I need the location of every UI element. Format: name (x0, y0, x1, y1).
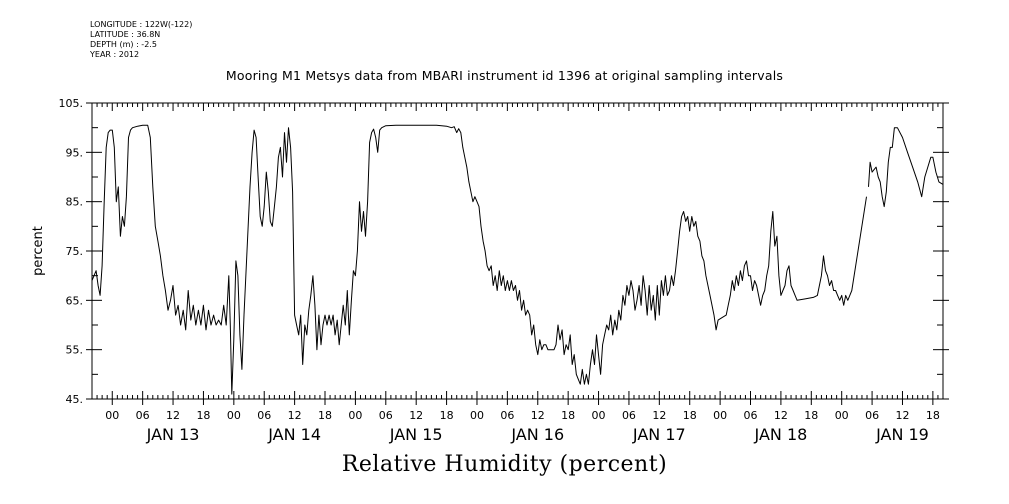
x-hour-tick-label: 12 (895, 409, 909, 422)
axis-ticks (86, 102, 949, 405)
year-text: YEAR : 2012 (90, 50, 140, 59)
x-day-label: JAN 13 (146, 425, 200, 444)
x-hour-tick-label: 18 (196, 409, 210, 422)
y-tick-label: 45. (66, 393, 84, 406)
y-tick-label: 85. (66, 196, 84, 209)
x-hour-tick-label: 00 (105, 409, 119, 422)
longitude-text: LONGITUDE : 122W(-122) (90, 20, 193, 29)
x-hour-tick-label: 12 (774, 409, 788, 422)
chart-title: Mooring M1 Metsys data from MBARI instru… (225, 68, 784, 83)
x-hour-tick-label: 12 (652, 409, 666, 422)
x-day-label: JAN 17 (632, 425, 686, 444)
x-hour-tick-label: 18 (926, 409, 940, 422)
x-day-label: JAN 15 (389, 425, 443, 444)
x-hour-tick-label: 06 (744, 409, 758, 422)
series-lines (91, 124, 944, 395)
x-hour-tick-label: 06 (622, 409, 636, 422)
x-day-label: JAN 19 (875, 425, 929, 444)
y-tick-label: 95. (66, 146, 84, 159)
x-hour-tick-label: 00 (592, 409, 606, 422)
x-hour-tick-label: 06 (865, 409, 879, 422)
x-day-label: JAN 16 (510, 425, 564, 444)
plot-frame (91, 102, 944, 400)
x-day-label: JAN 14 (267, 425, 321, 444)
x-hour-tick-label: 18 (561, 409, 575, 422)
x-hour-tick-label: 06 (379, 409, 393, 422)
depth-text: DEPTH (m) : -2.5 (90, 40, 157, 49)
humidity-series-line (91, 124, 867, 395)
x-hour-tick-label: 18 (804, 409, 818, 422)
latitude-text: LATITUDE : 36.8N (90, 30, 161, 39)
x-hour-tick-label: 18 (440, 409, 454, 422)
x-hour-tick-label: 06 (500, 409, 514, 422)
x-day-label: JAN 18 (754, 425, 808, 444)
y-tick-label: 65. (66, 294, 84, 307)
station-metadata: LONGITUDE : 122W(-122) LATITUDE : 36.8N … (90, 20, 192, 60)
x-hour-tick-label: 12 (166, 409, 180, 422)
x-hour-tick-label: 00 (713, 409, 727, 422)
x-hour-tick-label: 18 (318, 409, 332, 422)
x-hour-tick-label: 18 (683, 409, 697, 422)
x-hour-tick-label: 12 (531, 409, 545, 422)
x-hour-tick-label: 00 (835, 409, 849, 422)
x-hour-tick-label: 06 (136, 409, 150, 422)
y-tick-label: 105. (59, 97, 84, 110)
y-axis-label: percent (31, 226, 46, 276)
y-tick-label: 55. (66, 344, 84, 357)
x-axis-label: Relative Humidity (percent) (341, 452, 668, 477)
x-hour-tick-label: 00 (470, 409, 484, 422)
tick-labels: 45. 55. 65. 75. 85. 95. 105. 00 06 12 18 00 06 12 18 00… (59, 97, 940, 444)
x-hour-tick-label: 00 (227, 409, 241, 422)
humidity-series-line (868, 127, 944, 208)
y-tick-label: 75. (66, 245, 84, 258)
x-hour-tick-label: 06 (257, 409, 271, 422)
x-hour-tick-label: 00 (348, 409, 362, 422)
x-hour-tick-label: 12 (409, 409, 423, 422)
x-hour-tick-label: 12 (288, 409, 302, 422)
